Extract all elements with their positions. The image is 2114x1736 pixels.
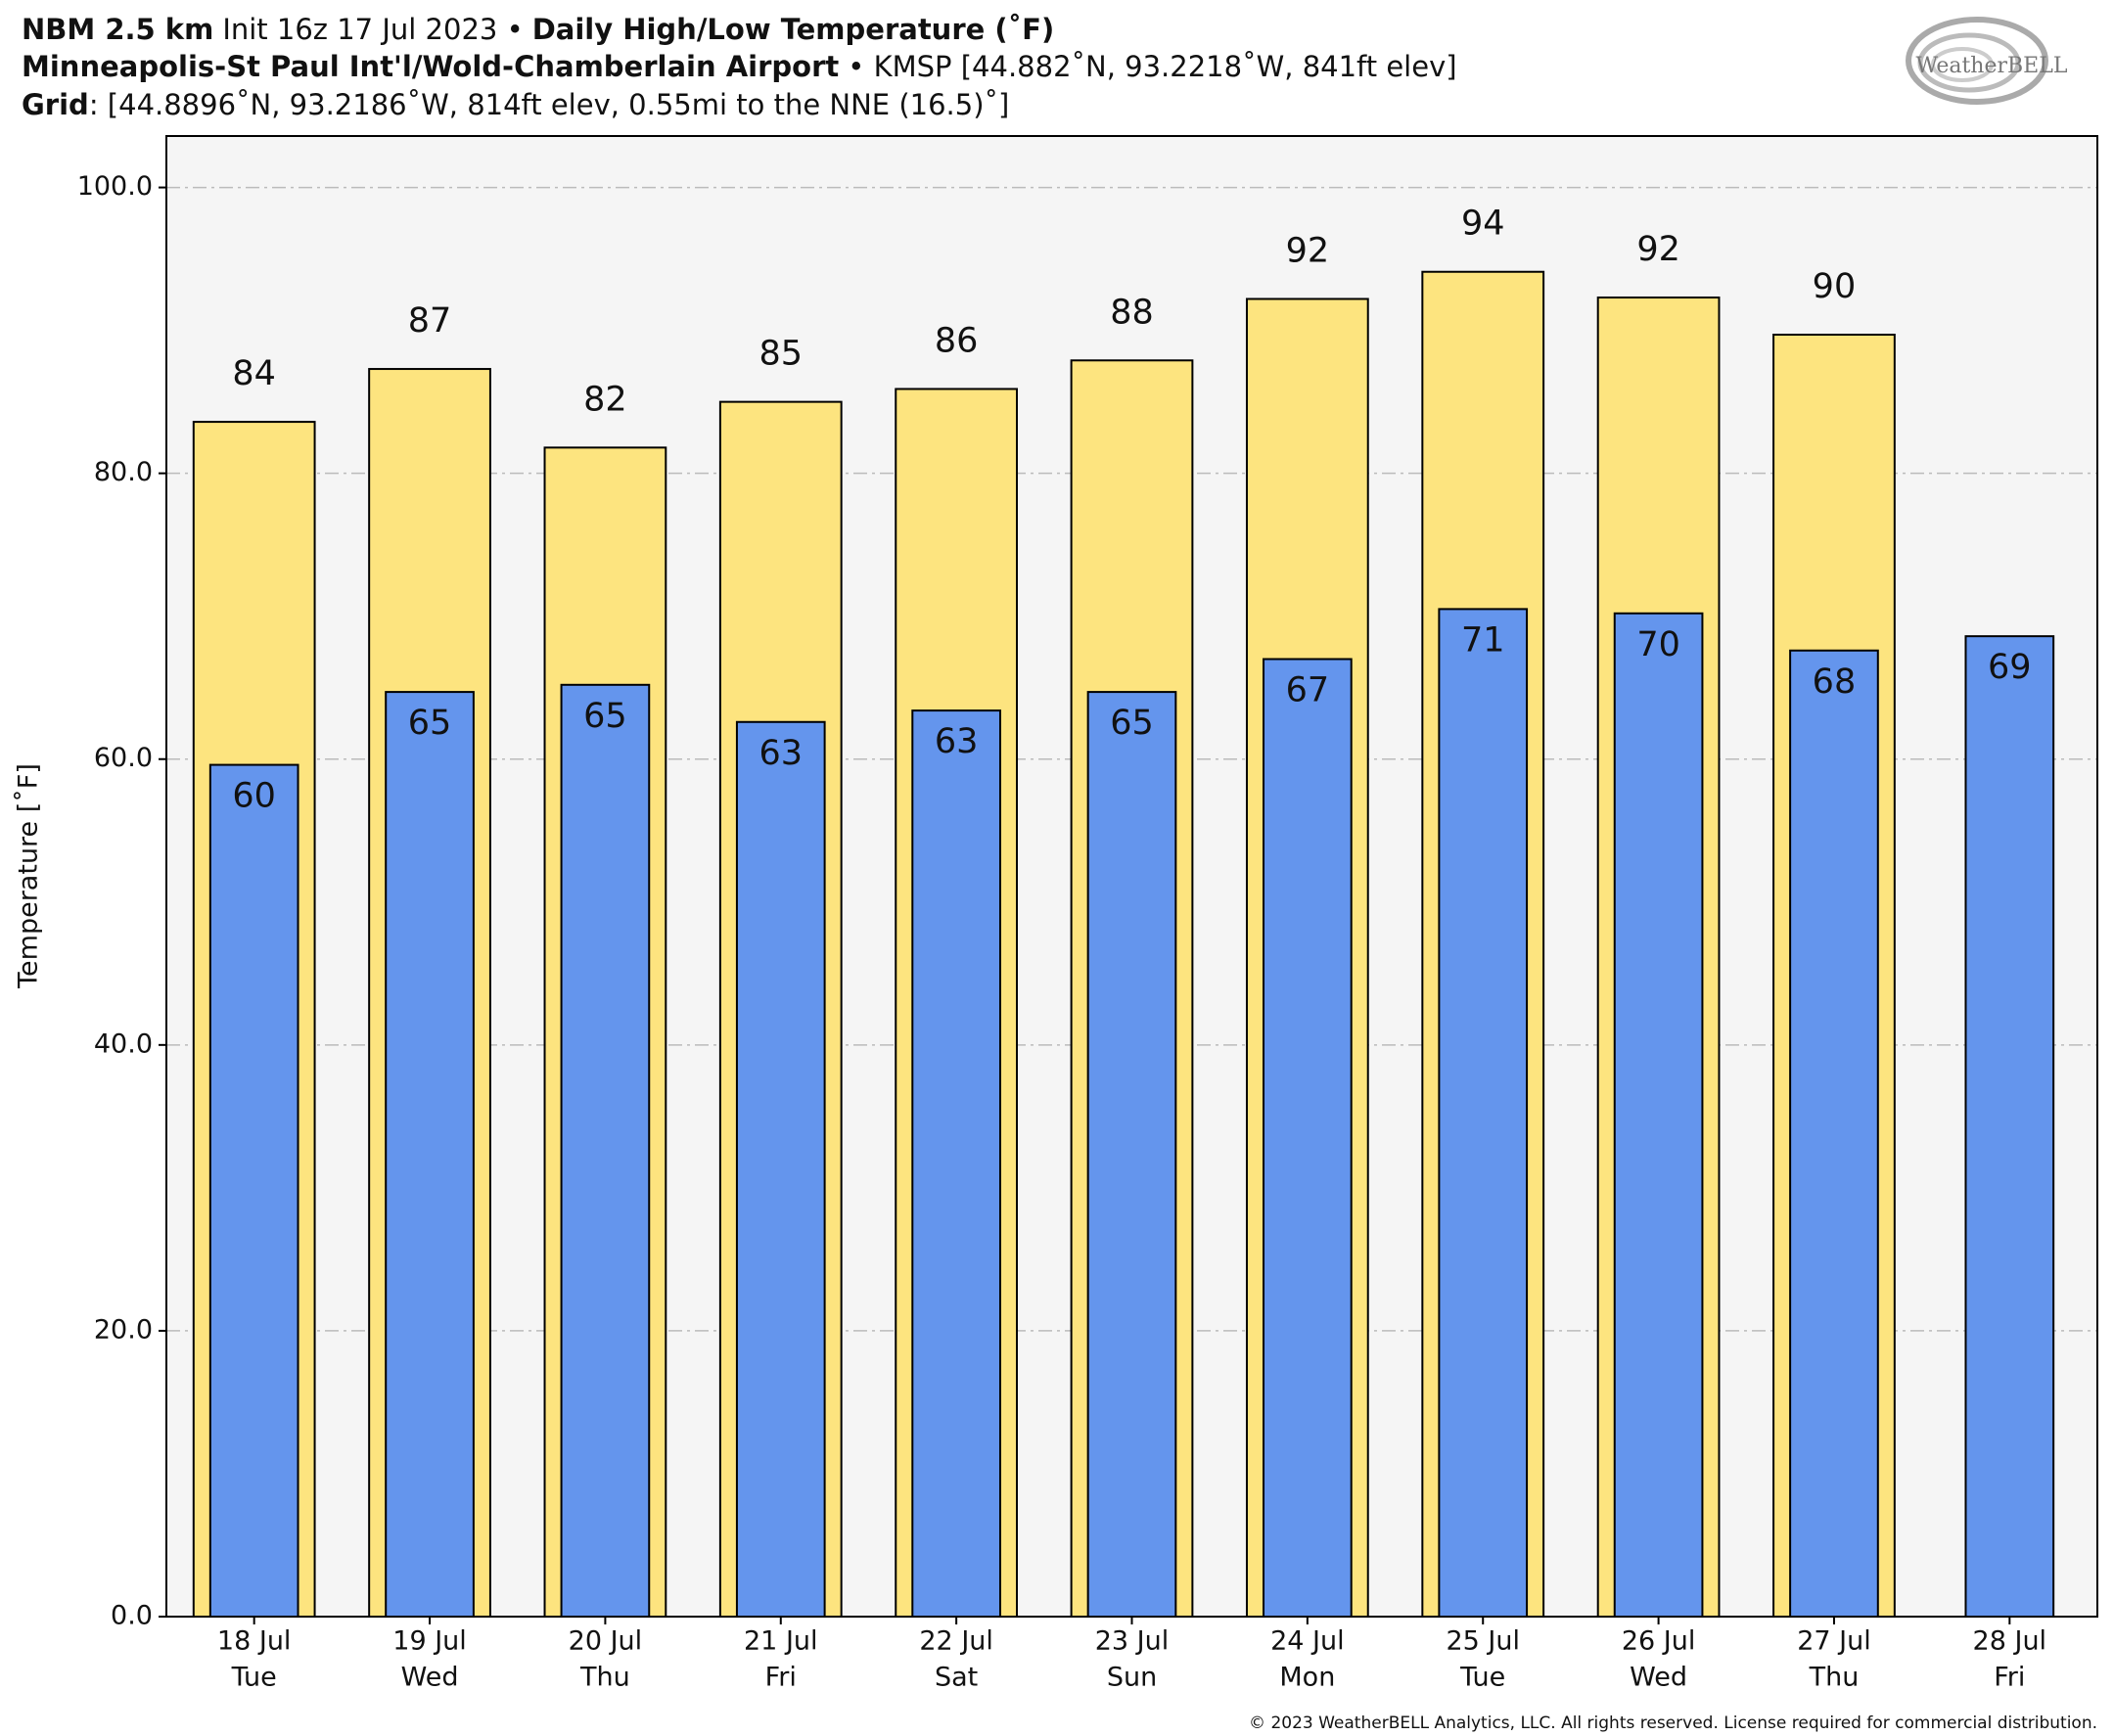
grid-info: Grid: [44.8896˚N, 93.2186˚W, 814ft elev,… <box>22 88 1009 121</box>
value-label: 63 <box>758 734 803 773</box>
x-tick-label: 24 Jul <box>1270 1626 1345 1657</box>
value-label: 70 <box>1636 625 1680 664</box>
value-label: 94 <box>1461 205 1505 244</box>
x-tick-label: 18 Jul <box>217 1626 292 1657</box>
y-tick-label: 60.0 <box>94 743 153 773</box>
value-label: 68 <box>1813 662 1857 702</box>
x-tick-label: 26 Jul <box>1622 1626 1696 1657</box>
x-tick-weekday: Wed <box>401 1663 459 1693</box>
x-tick-weekday: Sat <box>935 1663 978 1693</box>
value-label: 87 <box>408 301 452 341</box>
title: NBM 2.5 km Init 16z 17 Jul 2023 • Daily Hi… <box>22 13 1054 46</box>
grid-text: : [44.8896˚N, 93.2186˚W, 814ft elev, 0.5… <box>89 88 1010 121</box>
x-tick-label: 20 Jul <box>569 1626 643 1657</box>
x-tick-label: 25 Jul <box>1446 1626 1520 1657</box>
value-label: 82 <box>583 380 627 419</box>
logo-text: WeatherBELL <box>1916 54 2068 78</box>
y-tick-label: 0.0 <box>111 1601 153 1631</box>
y-tick-label: 20.0 <box>94 1314 153 1345</box>
subtitle: Minneapolis-St Paul Int'l/Wold-Chamberla… <box>22 50 1457 83</box>
bar <box>1964 635 2055 1618</box>
value-label: 60 <box>232 777 276 816</box>
value-label: 86 <box>935 321 979 360</box>
value-label: 85 <box>758 335 803 374</box>
x-tick-label: 23 Jul <box>1095 1626 1170 1657</box>
title-init: Init 16z 17 Jul 2023 • <box>222 13 523 46</box>
value-label: 92 <box>1286 231 1330 270</box>
x-tick-label: 22 Jul <box>919 1626 993 1657</box>
x-tick-weekday: Fri <box>765 1663 797 1693</box>
x-tick-label: 21 Jul <box>744 1626 818 1657</box>
x-tick-weekday: Sun <box>1107 1663 1157 1693</box>
bar <box>560 683 651 1618</box>
x-tick-weekday: Fri <box>1994 1663 2025 1693</box>
value-label: 84 <box>232 354 276 393</box>
y-tick-label: 40.0 <box>94 1028 153 1059</box>
value-label: 67 <box>1286 671 1330 710</box>
x-tick-weekday: Wed <box>1630 1663 1687 1693</box>
logo: WeatherBELL <box>1906 17 2068 105</box>
footer: © 2023 WeatherBELL Analytics, LLC. All r… <box>1249 1713 2097 1733</box>
x-tick-label: 19 Jul <box>392 1626 467 1657</box>
x-tick-weekday: Tue <box>1459 1663 1505 1693</box>
value-label: 63 <box>935 722 979 761</box>
value-label: 65 <box>408 704 452 743</box>
bar <box>1789 649 1879 1618</box>
bar <box>208 763 299 1618</box>
station: Minneapolis-St Paul Int'l/Wold-Chamberla… <box>22 50 839 83</box>
bar <box>1438 608 1529 1618</box>
x-tick-weekday: Mon <box>1279 1663 1335 1693</box>
bar <box>1613 612 1704 1618</box>
station-info: • KMSP [44.882˚N, 93.2218˚W, 841ft elev] <box>848 50 1456 83</box>
x-tick-label: 27 Jul <box>1797 1626 1871 1657</box>
x-tick-weekday: Thu <box>579 1663 630 1693</box>
bar <box>385 691 475 1618</box>
x-tick-weekday: Tue <box>231 1663 277 1693</box>
x-tick-weekday: Thu <box>1809 1663 1860 1693</box>
y-tick-label: 100.0 <box>77 171 153 202</box>
value-label: 71 <box>1461 620 1505 660</box>
bar <box>1086 691 1177 1618</box>
bar <box>911 709 1001 1618</box>
y-axis-label: Temperature [˚F] <box>14 763 44 989</box>
title-model: NBM 2.5 km <box>22 13 213 46</box>
value-label: 90 <box>1813 267 1857 306</box>
value-label: 65 <box>583 697 627 736</box>
title-product: Daily High/Low Temperature (˚F) <box>532 13 1055 46</box>
y-tick-label: 80.0 <box>94 457 153 487</box>
bar <box>1263 658 1353 1618</box>
value-label: 88 <box>1110 293 1154 332</box>
grid-label: Grid <box>22 88 89 121</box>
bar <box>735 720 826 1618</box>
value-label: 65 <box>1110 704 1154 743</box>
x-tick-label: 28 Jul <box>1973 1626 2047 1657</box>
value-label: 69 <box>1988 648 2032 687</box>
value-label: 92 <box>1636 230 1680 269</box>
